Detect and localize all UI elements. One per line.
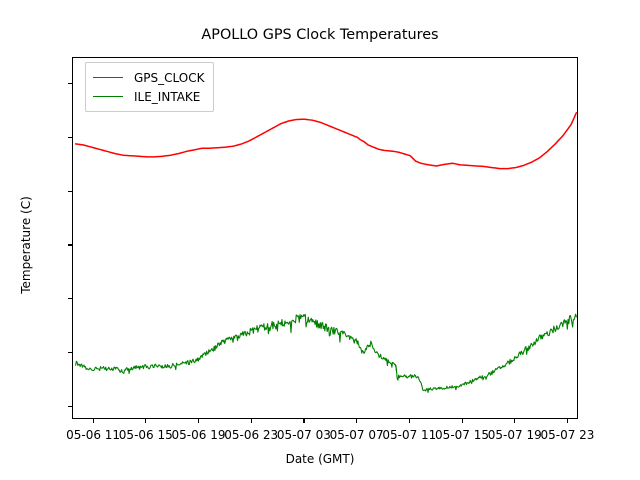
x-tick-label: 05-06 23: [224, 428, 279, 442]
legend-line-swatch: [93, 96, 123, 97]
x-tick-mark: [356, 419, 358, 423]
x-tick-label: 05-07 15: [435, 428, 489, 442]
y-tick-mark: [68, 298, 72, 300]
x-tick-label: 05-06 19: [171, 428, 226, 442]
x-axis-label: Date (GMT): [285, 452, 355, 466]
chart-legend: GPS_CLOCK ILE_INTAKE: [85, 62, 215, 112]
y-tick-mark: [68, 83, 72, 85]
plot-area: [72, 57, 578, 419]
x-tick-mark: [250, 419, 252, 423]
x-tick-label: 05-07 19: [487, 428, 542, 442]
y-tick-mark: [68, 351, 72, 353]
y-axis-label: Temperature (C): [19, 196, 33, 294]
x-tick-mark: [408, 419, 410, 423]
x-tick-mark: [303, 419, 305, 423]
series-line-ile_intake: [75, 313, 577, 393]
series-line-gps_clock: [74, 112, 577, 170]
y-tick-mark: [68, 244, 72, 246]
x-tick-label: 05-06 15: [118, 428, 173, 442]
x-tick-mark: [145, 419, 147, 423]
data-lines: [74, 112, 577, 393]
legend-label: ILE_INTAKE: [134, 89, 201, 104]
x-tick-label: 05-07 03: [276, 428, 331, 442]
chart-title: APOLLO GPS Clock Temperatures: [201, 27, 439, 43]
x-tick-mark: [461, 419, 463, 423]
legend-line-swatch: [93, 77, 123, 78]
x-tick-label: 05-06 11: [66, 428, 121, 442]
x-tick-mark: [514, 419, 516, 423]
legend-label: GPS_CLOCK: [134, 70, 205, 85]
legend-entry: ILE_INTAKE: [93, 87, 204, 106]
x-tick-mark: [566, 419, 569, 423]
x-tick-label: 05-07 11: [382, 428, 437, 442]
x-tick-label: 05-07 07: [329, 428, 384, 442]
y-tick-mark: [68, 137, 72, 139]
x-tick-label: 05-07 23: [540, 428, 595, 442]
y-tick-mark: [68, 405, 72, 407]
x-tick-mark: [92, 419, 94, 423]
x-tick-mark: [198, 419, 200, 423]
y-tick-mark: [68, 190, 72, 192]
legend-entry: GPS_CLOCK: [93, 68, 204, 87]
